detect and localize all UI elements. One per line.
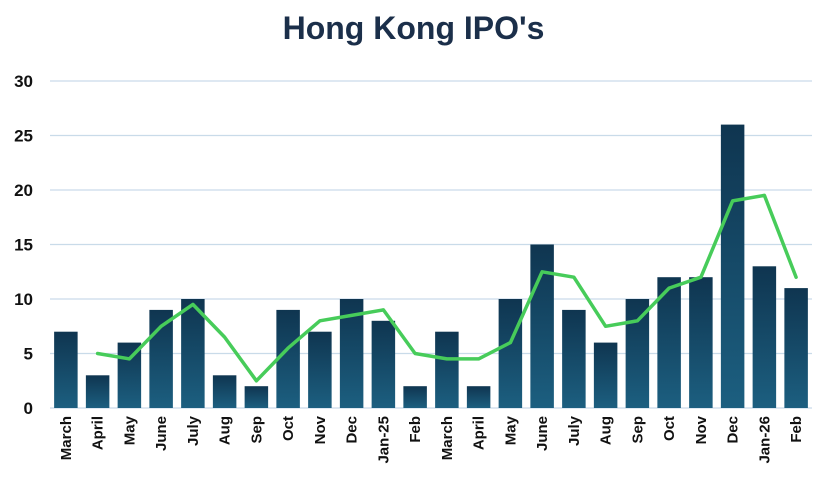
y-tick-label: 25 bbox=[14, 127, 33, 146]
x-tick-label: Feb bbox=[788, 416, 805, 443]
x-tick-label: Sep bbox=[629, 416, 646, 444]
x-tick-label: June bbox=[153, 416, 170, 451]
bar bbox=[403, 386, 427, 408]
x-tick-label: May bbox=[502, 415, 519, 445]
bar bbox=[689, 277, 713, 408]
bar bbox=[657, 277, 681, 408]
x-tick-label: March bbox=[58, 416, 75, 460]
x-tick-label: Dec bbox=[344, 416, 361, 444]
x-tick-label: July bbox=[566, 415, 583, 446]
bar bbox=[371, 320, 396, 408]
x-tick-label: June bbox=[534, 416, 551, 451]
x-tick-label: Aug bbox=[217, 416, 234, 445]
x-tick-label: Nov bbox=[693, 415, 710, 444]
bar bbox=[466, 386, 491, 408]
y-tick-label: 0 bbox=[24, 399, 33, 418]
bar bbox=[784, 288, 808, 408]
bar bbox=[720, 124, 745, 408]
bar bbox=[498, 299, 523, 408]
x-tick-label: Oct bbox=[661, 416, 678, 441]
x-tick-label: April bbox=[90, 416, 107, 450]
bar bbox=[54, 331, 78, 408]
x-axis-ticks: March April May June July Aug Sep Oct Nov Dec Jan-… bbox=[58, 415, 805, 463]
bar bbox=[85, 375, 110, 408]
bar bbox=[562, 309, 586, 408]
x-tick-label: Oct bbox=[280, 416, 297, 441]
y-tick-label: 20 bbox=[14, 181, 33, 200]
x-tick-label: March bbox=[439, 416, 456, 460]
x-tick-label: Sep bbox=[248, 416, 265, 444]
bar bbox=[530, 244, 554, 408]
x-tick-label: May bbox=[121, 415, 138, 445]
x-tick-label: Nov bbox=[312, 415, 329, 444]
line-series bbox=[95, 193, 798, 383]
x-tick-label: Aug bbox=[598, 416, 615, 445]
bar bbox=[752, 266, 777, 408]
bar bbox=[339, 299, 364, 408]
x-tick-label: July bbox=[185, 415, 202, 446]
chart-title: Hong Kong IPO's bbox=[282, 10, 545, 46]
gridlines bbox=[50, 80, 812, 409]
y-tick-label: 15 bbox=[14, 236, 33, 255]
y-tick-label: 30 bbox=[14, 72, 33, 91]
bar bbox=[212, 375, 237, 408]
bar bbox=[276, 309, 300, 408]
series-line bbox=[95, 193, 798, 383]
bar-series bbox=[54, 124, 808, 408]
x-tick-label: Dec bbox=[725, 416, 742, 444]
bar bbox=[308, 331, 332, 408]
x-tick-label: Feb bbox=[407, 416, 424, 443]
y-tick-label: 5 bbox=[24, 345, 33, 364]
bar bbox=[244, 386, 269, 408]
x-tick-label: Jan-25 bbox=[375, 416, 392, 464]
bar bbox=[593, 342, 618, 408]
bar bbox=[181, 299, 205, 408]
y-tick-label: 10 bbox=[14, 290, 33, 309]
y-axis-ticks: 0 5 10 15 20 25 30 bbox=[14, 72, 33, 418]
bar bbox=[435, 331, 459, 408]
x-tick-label: Jan-26 bbox=[756, 416, 773, 464]
bar bbox=[625, 299, 650, 408]
x-tick-label: April bbox=[471, 416, 488, 450]
